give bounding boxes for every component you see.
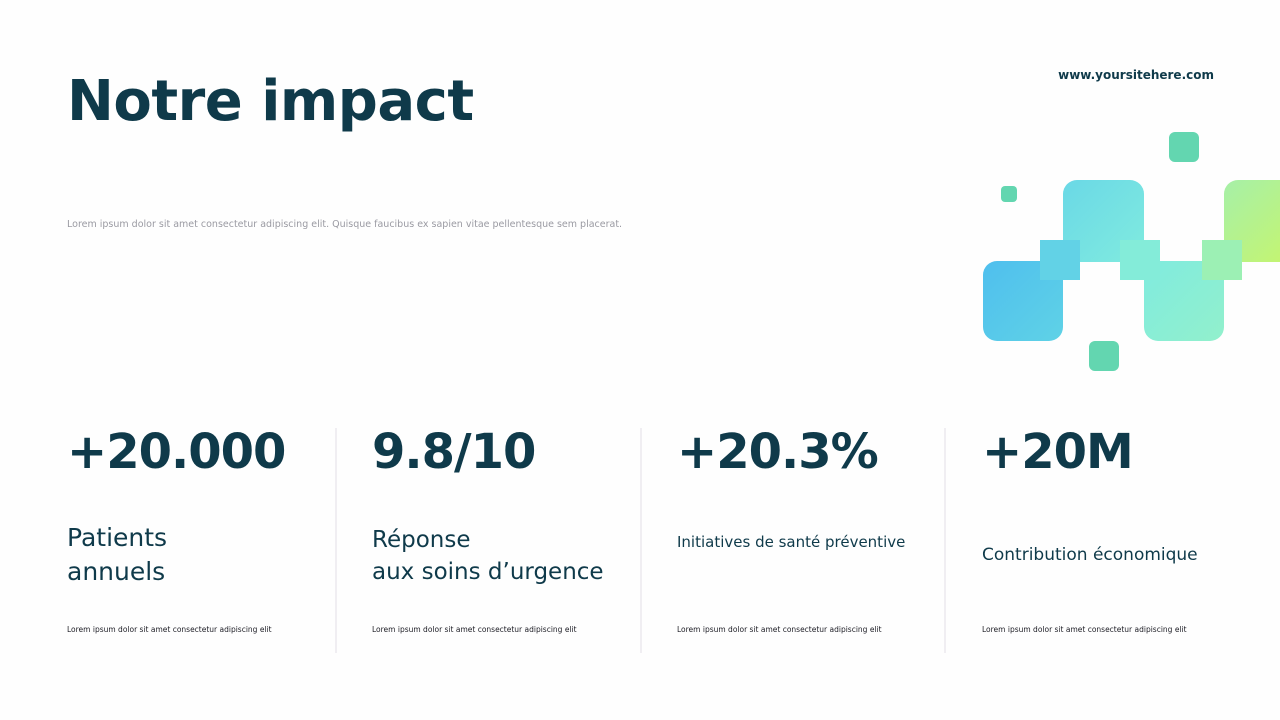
gradient-block (1202, 240, 1242, 280)
column-divider (944, 428, 946, 653)
column-divider (335, 428, 337, 653)
gradient-block (1120, 240, 1160, 280)
intro-text: Lorem ipsum dolor sit amet consectetur a… (67, 219, 623, 230)
stat-value: +20.000 (67, 424, 286, 480)
stat-description: Lorem ipsum dolor sit amet consectetur a… (982, 625, 1187, 634)
stat-card: +20.000 Patients annuels Lorem ipsum dol… (67, 420, 357, 655)
stat-description: Lorem ipsum dolor sit amet consectetur a… (372, 625, 577, 634)
stat-card: 9.8/10 Réponse aux soins d’urgence Lorem… (372, 420, 662, 655)
stat-description: Lorem ipsum dolor sit amet consectetur a… (67, 625, 272, 634)
stat-value: +20M (982, 424, 1134, 480)
gradient-block (1040, 240, 1080, 280)
stat-label: Initiatives de santé préventive (677, 533, 906, 551)
stats-row: +20.000 Patients annuels Lorem ipsum dol… (0, 420, 1280, 660)
column-divider (640, 428, 642, 653)
stat-label: Réponse aux soins d’urgence (372, 527, 604, 585)
stat-label: Contribution économique (982, 545, 1198, 565)
accent-square (1001, 186, 1017, 202)
website-link[interactable]: www.yoursitehere.com (1058, 68, 1214, 82)
stat-card: +20M Contribution économique Lorem ipsum… (982, 420, 1272, 655)
stat-card: +20.3% Initiatives de santé préventive L… (677, 420, 967, 655)
decorative-squares-graphic (980, 120, 1280, 380)
page-title: Notre impact (67, 69, 474, 134)
stat-value: 9.8/10 (372, 424, 536, 480)
stat-value: +20.3% (677, 424, 879, 480)
accent-square (1089, 341, 1119, 371)
accent-square (1169, 132, 1199, 162)
stat-description: Lorem ipsum dolor sit amet consectetur a… (677, 625, 882, 634)
stat-label: Patients annuels (67, 523, 168, 586)
